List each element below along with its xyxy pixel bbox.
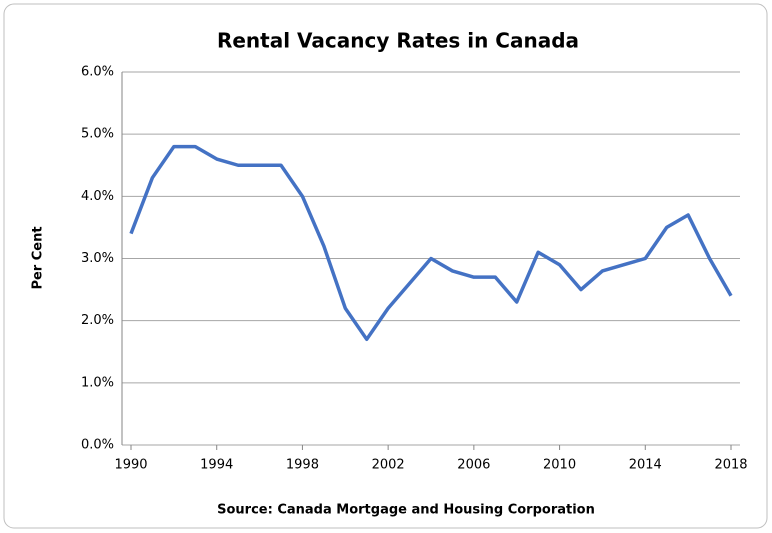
chart-title: Rental Vacancy Rates in Canada — [217, 29, 579, 53]
x-tick-label: 2006 — [457, 458, 490, 473]
y-tick-label: 3.0% — [81, 251, 114, 266]
x-tick-label: 2010 — [543, 458, 576, 473]
data-line — [129, 144, 733, 342]
y-axis-label: Per Cent — [31, 226, 46, 289]
x-tick-label: 1994 — [200, 458, 233, 473]
y-tick-label: 6.0% — [81, 65, 114, 80]
x-axis-label: Source: Canada Mortgage and Housing Corp… — [217, 503, 595, 518]
chart-border — [3, 3, 768, 529]
y-tick-label: 2.0% — [81, 313, 114, 328]
y-tick-label: 4.0% — [81, 189, 114, 204]
x-tick-label: 1998 — [286, 458, 319, 473]
y-tick-label: 1.0% — [81, 375, 114, 390]
x-tick-label: 2002 — [372, 458, 405, 473]
x-tick-label: 1990 — [114, 458, 147, 473]
y-tick-label: 5.0% — [81, 127, 114, 142]
y-tick-label: 0.0% — [81, 438, 114, 453]
x-tick-label: 2014 — [629, 458, 662, 473]
x-tick-label: 2018 — [714, 458, 747, 473]
